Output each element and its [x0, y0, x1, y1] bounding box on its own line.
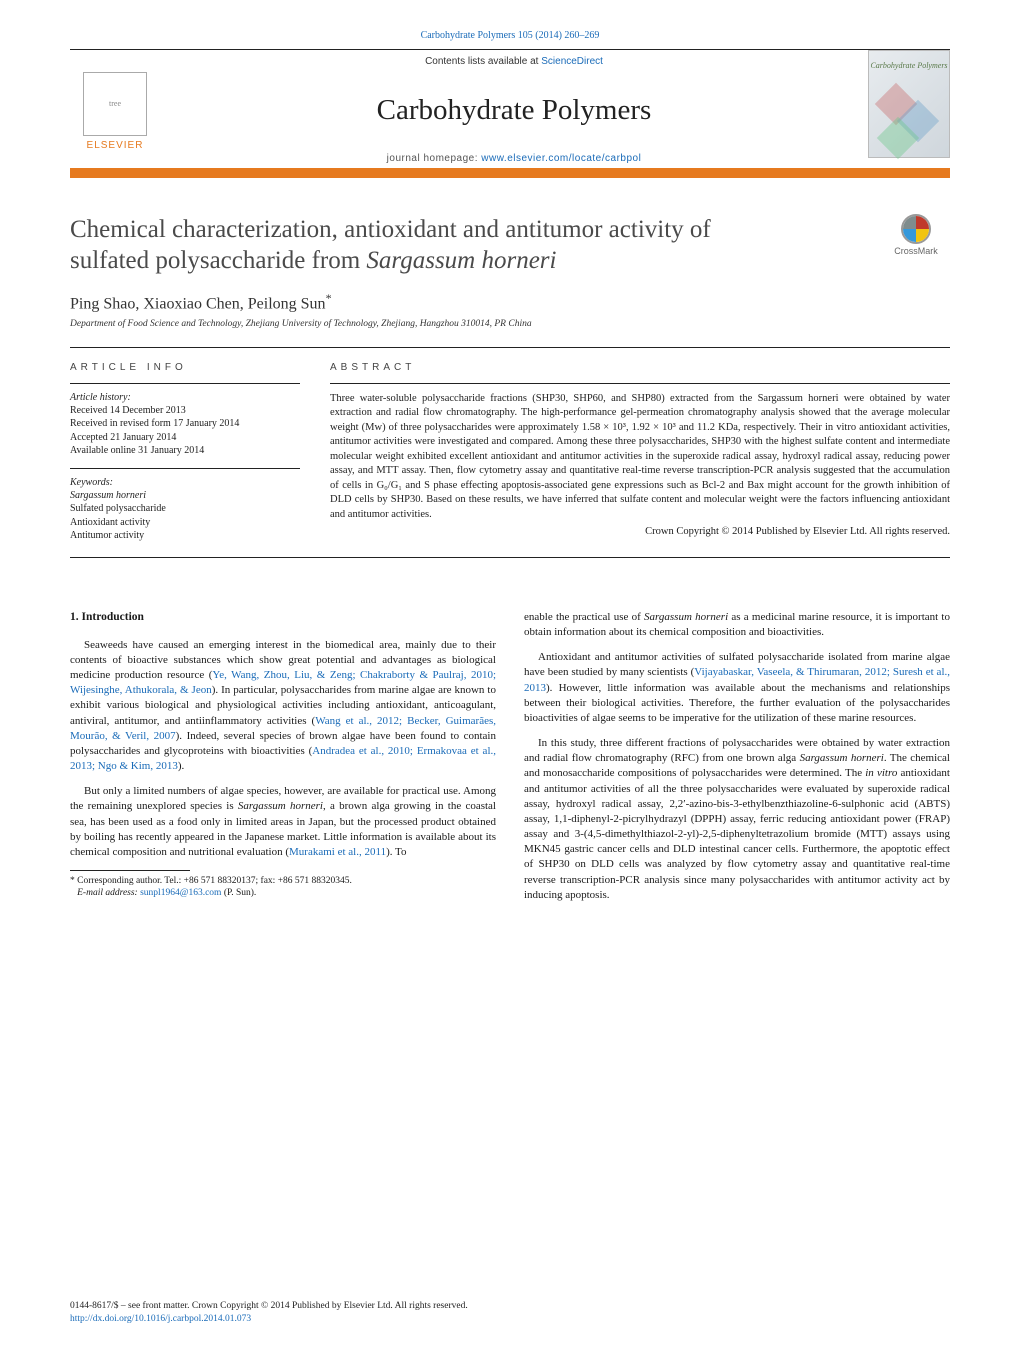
orange-divider-bar	[70, 168, 950, 178]
info-rule	[70, 383, 300, 384]
footer-block: 0144-8617/$ – see front matter. Crown Co…	[70, 1300, 950, 1325]
section-heading: 1. Introduction	[70, 610, 496, 626]
homepage-url[interactable]: www.elsevier.com/locate/carbpol	[481, 153, 641, 164]
citation-link[interactable]: Wang et al., 2012; Becker, Guimarães, Mo…	[70, 715, 496, 742]
crossmark-label: CrossMark	[894, 246, 938, 256]
cover-label: Carbohydrate Polymers	[870, 61, 947, 70]
section-num: 1.	[70, 611, 79, 623]
left-column: 1. Introduction Seaweeds have caused an …	[70, 610, 496, 913]
history-received: Received 14 December 2013	[70, 404, 300, 418]
footnote-rule	[70, 870, 190, 871]
journal-homepage: journal homepage: www.elsevier.com/locat…	[387, 153, 642, 164]
journal-name: Carbohydrate Polymers	[377, 94, 652, 127]
title-line2-prefix: sulfated polysaccharide from	[70, 247, 366, 274]
title-species: Sargassum horneri	[366, 247, 556, 274]
doi-link[interactable]: http://dx.doi.org/10.1016/j.carbpol.2014…	[70, 1314, 251, 1324]
body-paragraph: Seaweeds have caused an emerging interes…	[70, 638, 496, 775]
body-paragraph: enable the practical use of Sargassum ho…	[524, 610, 950, 640]
keyword: Antitumor activity	[70, 529, 300, 543]
authors-text: Ping Shao, Xiaoxiao Chen, Peilong Sun	[70, 295, 326, 312]
publisher-logo: tree ELSEVIER	[70, 50, 160, 168]
article-history-head: Article history:	[70, 392, 300, 403]
citation-link[interactable]: Vijayabaskar, Vaseela, & Thirumaran, 201…	[524, 666, 950, 693]
history-accepted: Accepted 21 January 2014	[70, 431, 300, 445]
citation-link[interactable]: Murakami et al., 2011	[289, 846, 386, 858]
body-columns: 1. Introduction Seaweeds have caused an …	[70, 610, 950, 913]
crossmark-icon	[901, 214, 931, 244]
affiliation: Department of Food Science and Technolog…	[70, 319, 950, 329]
email-label: E-mail address:	[77, 888, 140, 898]
contents-available: Contents lists available at ScienceDirec…	[425, 56, 603, 67]
footnote-marker: *	[70, 876, 75, 886]
keyword: Sulfated polysaccharide	[70, 502, 300, 516]
article-info-block: article info Article history: Received 1…	[70, 348, 300, 543]
body-paragraph: Antioxidant and antitumor activities of …	[524, 650, 950, 726]
keywords-head: Keywords:	[70, 477, 300, 488]
citation-link[interactable]: Ye, Wang, Zhou, Liu, & Zeng; Chakraborty…	[70, 669, 496, 696]
contents-prefix: Contents lists available at	[425, 56, 541, 67]
meta-row: article info Article history: Received 1…	[70, 348, 950, 543]
email-tail: (P. Sun).	[221, 888, 256, 898]
body-paragraph: In this study, three different fractions…	[524, 736, 950, 903]
abstract-block: abstract Three water-soluble polysacchar…	[330, 348, 950, 543]
authors-line: Ping Shao, Xiaoxiao Chen, Peilong Sun*	[70, 291, 950, 313]
journal-cover-thumb: Carbohydrate Polymers	[868, 50, 950, 158]
article-title-block: Chemical characterization, antioxidant a…	[70, 214, 950, 277]
header-band: tree ELSEVIER Contents lists available a…	[70, 50, 950, 168]
header-center: Contents lists available at ScienceDirec…	[160, 50, 868, 168]
article-info-heading: article info	[70, 362, 300, 373]
title-line1: Chemical characterization, antioxidant a…	[70, 216, 711, 243]
citation-link[interactable]: Carbohydrate Polymers 105 (2014) 260–269	[70, 30, 950, 41]
crossmark-badge[interactable]: CrossMark	[882, 214, 950, 256]
abstract-bottom-rule	[70, 557, 950, 558]
body-paragraph: But only a limited numbers of algae spec…	[70, 784, 496, 860]
corresponding-footnote: * Corresponding author. Tel.: +86 571 88…	[70, 875, 496, 900]
abstract-text: Three water-soluble polysaccharide fract…	[330, 392, 950, 522]
citation-link[interactable]: Andradea et al., 2010; Ermakovaa et al.,…	[70, 745, 496, 772]
history-revised: Received in revised form 17 January 2014	[70, 417, 300, 431]
homepage-prefix: journal homepage:	[387, 153, 482, 164]
article-title: Chemical characterization, antioxidant a…	[70, 214, 862, 277]
abstract-rule	[330, 383, 950, 384]
abstract-copyright: Crown Copyright © 2014 Published by Else…	[330, 526, 950, 537]
sciencedirect-link[interactable]: ScienceDirect	[541, 56, 603, 67]
footnote-text: Corresponding author. Tel.: +86 571 8832…	[77, 876, 352, 886]
info-rule	[70, 468, 300, 469]
keyword: Sargassum horneri	[70, 489, 300, 503]
email-link[interactable]: sunpl1964@163.com	[140, 888, 221, 898]
corresponding-mark: *	[326, 291, 332, 305]
elsevier-tree-icon: tree	[83, 72, 147, 136]
right-column: enable the practical use of Sargassum ho…	[524, 610, 950, 913]
publisher-label: ELSEVIER	[87, 140, 144, 151]
abstract-heading: abstract	[330, 362, 950, 373]
footer-copyright: 0144-8617/$ – see front matter. Crown Co…	[70, 1300, 950, 1312]
keyword: Antioxidant activity	[70, 516, 300, 530]
history-online: Available online 31 January 2014	[70, 444, 300, 458]
section-title: Introduction	[82, 611, 144, 623]
